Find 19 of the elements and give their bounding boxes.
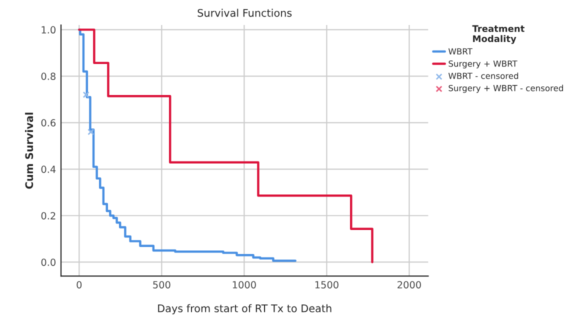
y-tick-label: 0.0 (41, 258, 56, 266)
x-tick-label: 1000 (232, 281, 256, 288)
y-tick-label: 0.4 (41, 166, 56, 173)
y-tick-label: 0.2 (41, 212, 56, 220)
y-axis-title: Cum Survival (25, 112, 34, 189)
x-tick-label: 500 (153, 281, 170, 288)
legend-label: WBRT (448, 48, 472, 54)
legend-label: WBRT - censored (448, 72, 518, 80)
y-tick-label: 1.0 (42, 26, 56, 34)
y-tick-label: 0.8 (41, 72, 56, 80)
x-tick-label: 1500 (315, 281, 338, 288)
legend-label: Surgery + WBRT - censored (448, 84, 563, 93)
chart-title: Survival Functions (198, 8, 292, 17)
x-tick-label: 0 (76, 281, 82, 288)
x-axis-title: Days from start of RT Tx to Death (158, 304, 332, 314)
y-tick-label: 0.6 (41, 119, 56, 126)
x-tick-label: 2000 (398, 281, 421, 288)
legend-label: Surgery + WBRT (448, 60, 518, 68)
legend-title: Treatment Modality (472, 25, 524, 44)
